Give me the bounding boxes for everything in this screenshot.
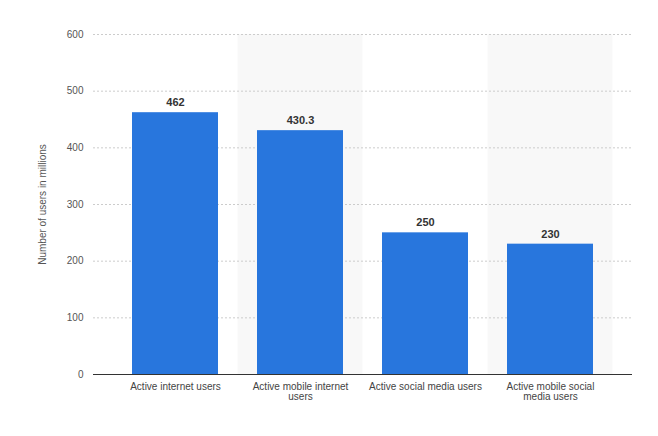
svg-text:Number of users in millions: Number of users in millions xyxy=(37,144,48,265)
svg-text:500: 500 xyxy=(67,85,84,96)
svg-text:0: 0 xyxy=(78,369,84,380)
svg-text:230: 230 xyxy=(541,228,559,240)
svg-text:Active social media users: Active social media users xyxy=(369,381,482,392)
svg-text:430.3: 430.3 xyxy=(287,114,315,126)
svg-text:300: 300 xyxy=(67,199,84,210)
svg-text:400: 400 xyxy=(67,142,84,153)
svg-text:Active mobile socialmedia user: Active mobile socialmedia users xyxy=(507,381,595,402)
svg-text:100: 100 xyxy=(67,312,84,323)
svg-text:Active internet users: Active internet users xyxy=(130,381,221,392)
svg-text:462: 462 xyxy=(166,96,184,108)
svg-text:250: 250 xyxy=(416,216,434,228)
svg-text:200: 200 xyxy=(67,255,84,266)
svg-text:Active mobile internetusers: Active mobile internetusers xyxy=(253,381,349,402)
svg-text:600: 600 xyxy=(67,29,84,40)
